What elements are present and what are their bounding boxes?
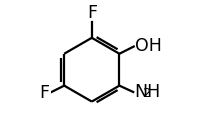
Text: OH: OH: [135, 37, 162, 55]
Text: 2: 2: [143, 87, 151, 100]
Text: F: F: [39, 84, 49, 102]
Text: NH: NH: [134, 83, 160, 101]
Text: F: F: [87, 4, 97, 22]
